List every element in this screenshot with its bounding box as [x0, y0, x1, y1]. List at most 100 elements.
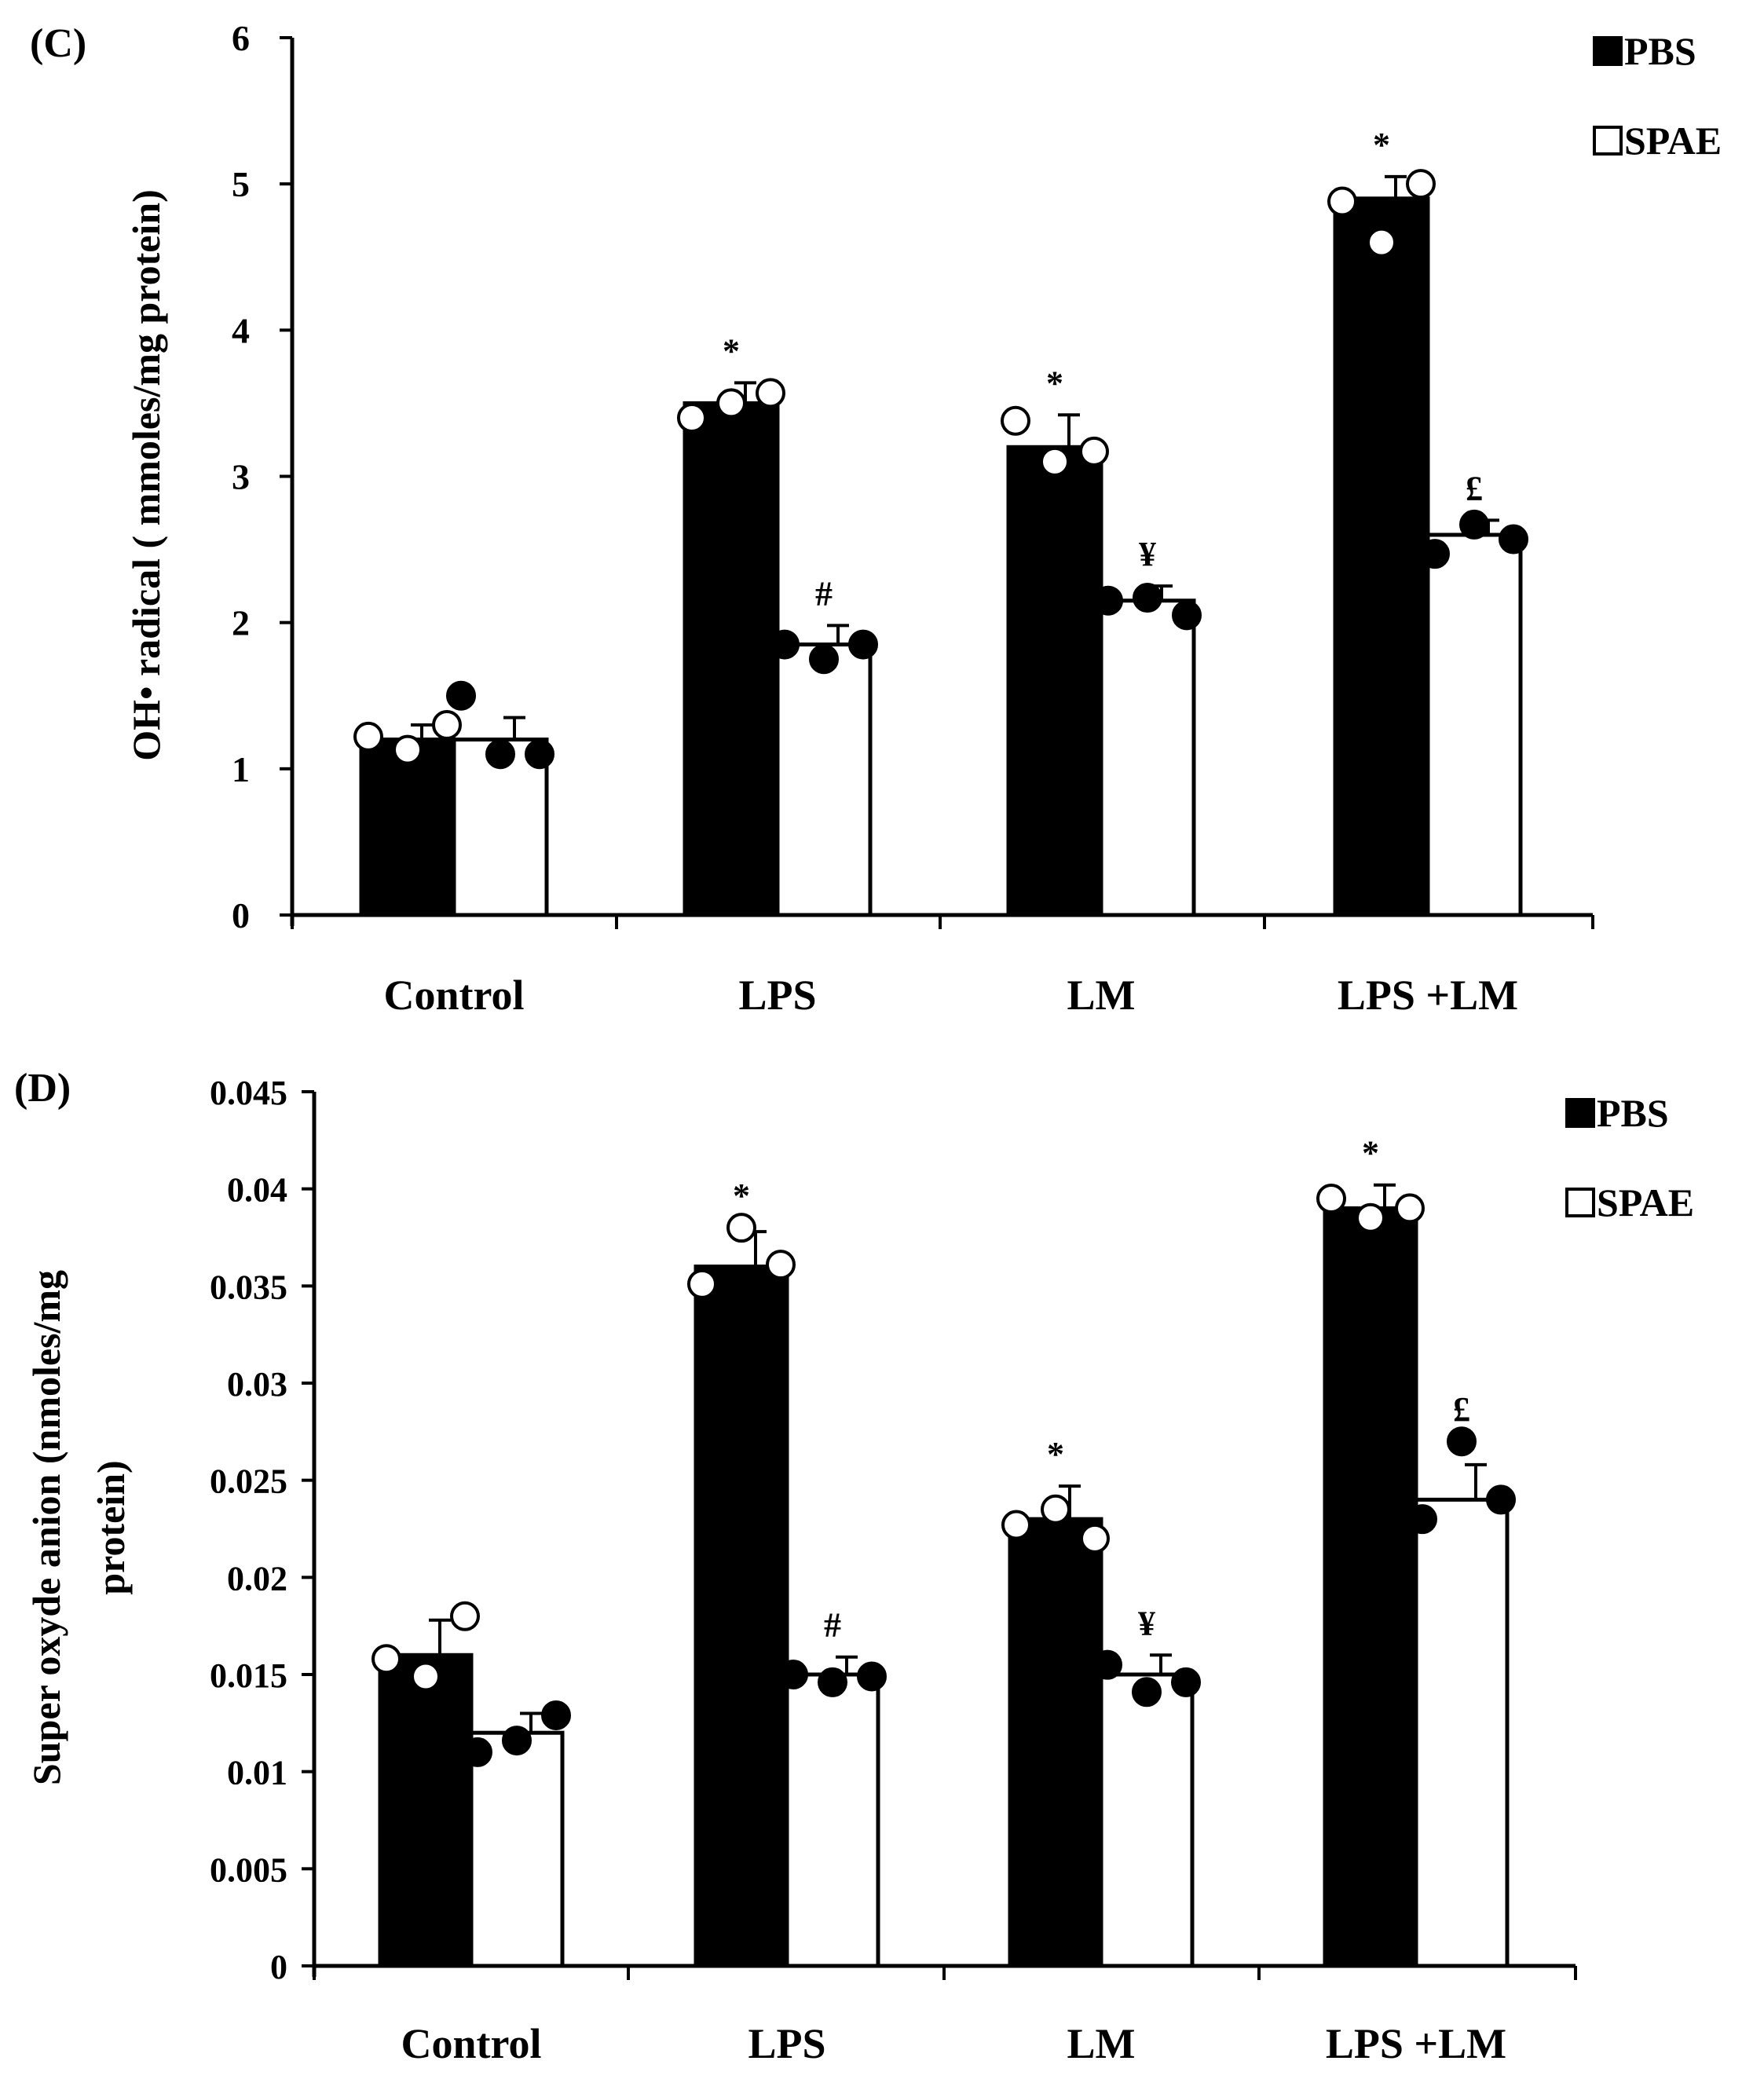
- panel-c-pbs-data-point: [1079, 436, 1109, 467]
- panel-c-pbs-data-point: [1327, 186, 1357, 217]
- panel-c-significance-mark: ¥: [1139, 535, 1156, 573]
- panel-d-significance-mark: #: [824, 1606, 841, 1645]
- panel-c-spae-data-point: [1499, 524, 1528, 555]
- panel-d-category-label: LPS: [748, 2020, 825, 2067]
- panel-c-label: (C): [30, 21, 86, 66]
- panel-c-chart: (C) OH• radical ( mmoles/mg protein) 0 1 2…: [30, 18, 1722, 1019]
- panel-d-spae-data-point: [463, 1737, 492, 1767]
- panel-d-y-tick-label: 0.01: [227, 1754, 287, 1792]
- panel-d-significance-mark: £: [1453, 1390, 1470, 1429]
- panel-c-spae-data-point: [1093, 585, 1123, 616]
- panel-d-y-tick-label: 0.03: [227, 1365, 287, 1404]
- panel-d-spae-data-point: [1447, 1426, 1477, 1457]
- panel-d-significance-mark: *: [733, 1177, 750, 1215]
- panel-d-category-label: LPS +LM: [1326, 2020, 1506, 2067]
- panel-c-spae-data-point: [525, 739, 554, 770]
- panel-d-bar-pbs: [1008, 1517, 1103, 1968]
- panel-d-significance-mark: *: [1047, 1435, 1064, 1473]
- panel-c-y-tick-label: 6: [232, 18, 250, 58]
- panel-d-bar-pbs: [1323, 1206, 1418, 1968]
- panel-c-bar-spae: [1425, 533, 1523, 917]
- panel-c-significance-mark: #: [815, 574, 833, 613]
- panel-d-spae-data-point: [1092, 1649, 1122, 1680]
- panel-d-y-tick-label: 0: [270, 1948, 287, 1986]
- panel-d-pbs-data-point: [411, 1661, 441, 1692]
- panel-c-category-label: LM: [1067, 972, 1136, 1019]
- panel-d-spae-data-point: [502, 1726, 532, 1756]
- panel-d-pbs-data-point: [450, 1601, 480, 1631]
- panel-d-pbs-data-point: [726, 1213, 756, 1243]
- panel-c-y-tick-label: 5: [232, 164, 250, 204]
- panel-c-bar-pbs: [683, 401, 780, 917]
- panel-c-pbs-data-point: [1001, 405, 1030, 436]
- panel-d-significance-mark: ¥: [1138, 1604, 1155, 1642]
- panel-d-bar-spae: [469, 1730, 565, 1968]
- panel-d-y-tick-label: 0.02: [227, 1559, 287, 1598]
- panel-c-bar-spae: [1099, 598, 1196, 917]
- panel-d-y-tick-label: 0.025: [210, 1462, 287, 1501]
- panel-c-bar-pbs: [1006, 445, 1103, 917]
- panel-d-spae-data-point: [857, 1661, 887, 1692]
- panel-c-y-axis-label: OH• radical ( mmoles/mg protein): [124, 189, 168, 761]
- panel-c-pbs-data-point: [393, 734, 423, 765]
- panel-c-pbs-data-point: [756, 378, 785, 408]
- panel-d-spae-data-point: [541, 1700, 571, 1730]
- panel-d-y-tick-label: 0.015: [210, 1656, 287, 1695]
- panel-c-pbs-data-point: [1406, 169, 1436, 199]
- panel-d-pbs-data-point: [1395, 1193, 1425, 1224]
- panel-d-category-label: LM: [1067, 2020, 1136, 2067]
- panel-d-y-tick-label: 0.035: [210, 1268, 287, 1306]
- panel-d-category-label: Control: [401, 2020, 541, 2067]
- panel-d-legend-label-spae: SPAE: [1597, 1180, 1694, 1224]
- panel-c-spae-data-point: [770, 629, 800, 660]
- panel-c-legend-swatch-pbs: [1593, 36, 1623, 66]
- panel-d-pbs-data-point: [1356, 1202, 1385, 1233]
- panel-d-spae-data-point: [1486, 1484, 1516, 1515]
- panel-d-spae-data-point: [778, 1660, 808, 1689]
- panel-d-significance-mark: *: [1362, 1134, 1379, 1173]
- panel-d-spae-data-point: [1407, 1504, 1437, 1535]
- panel-c-significance-mark: *: [723, 331, 740, 370]
- panel-d-label: (D): [14, 1066, 71, 1111]
- panel-c-significance-mark: £: [1466, 469, 1483, 507]
- panel-c-category-label: LPS: [738, 972, 816, 1019]
- panel-c-legend-label-spae: SPAE: [1624, 119, 1722, 163]
- panel-c-pbs-data-point: [353, 721, 383, 752]
- panel-d-chart: (D) Super oxyde anion (nmoles/mg protein…: [14, 1066, 1694, 2067]
- panel-c-legend-swatch-spae: [1593, 126, 1623, 156]
- panel-d-y-axis-label-line-1: Super oxyde anion (nmoles/mg: [24, 1270, 68, 1785]
- panel-c-spae-data-point: [1133, 583, 1162, 613]
- panel-c-spae-data-point: [848, 629, 878, 660]
- panel-c-pbs-data-point: [1367, 227, 1396, 258]
- panel-c-bar-spae: [775, 642, 873, 917]
- panel-d-bar-spae: [1414, 1497, 1510, 1968]
- panel-c-pbs-data-point: [716, 388, 746, 419]
- panel-d-pbs-data-point: [766, 1250, 796, 1280]
- panel-c-bar-pbs: [359, 738, 456, 917]
- panel-c-bar-pbs: [1333, 196, 1430, 917]
- panel-c-y-tick-label: 2: [232, 603, 250, 643]
- panel-c-pbs-data-point: [432, 709, 462, 740]
- panel-d-legend-swatch-pbs: [1565, 1098, 1595, 1128]
- panel-c-y-tick-label: 0: [232, 895, 250, 935]
- panel-c-spae-data-point: [446, 680, 476, 711]
- panel-d-pbs-data-point: [687, 1268, 717, 1299]
- panel-d-pbs-data-point: [371, 1644, 401, 1675]
- panel-d-bar-spae: [785, 1672, 880, 1968]
- panel-d-legend-label-pbs: PBS: [1597, 1091, 1669, 1135]
- panel-c-pbs-data-point: [677, 403, 707, 434]
- panel-d-bar-pbs: [694, 1265, 789, 1968]
- panel-c-spae-data-point: [809, 644, 839, 675]
- panel-d-pbs-data-point: [1080, 1523, 1110, 1554]
- panel-c-significance-mark: *: [1373, 126, 1390, 164]
- panel-c-category-label: LPS +LM: [1338, 972, 1518, 1019]
- panel-d-y-tick-label: 0.04: [227, 1171, 287, 1210]
- panel-c-spae-data-point: [1420, 539, 1450, 569]
- panel-c-spae-data-point: [1459, 509, 1489, 540]
- panel-c-y-tick-label: 3: [232, 457, 250, 497]
- panel-d-bar-pbs: [378, 1653, 474, 1968]
- panel-d-spae-data-point: [818, 1667, 847, 1697]
- panel-c-spae-data-point: [485, 739, 515, 770]
- panel-c-spae-data-point: [1172, 600, 1202, 631]
